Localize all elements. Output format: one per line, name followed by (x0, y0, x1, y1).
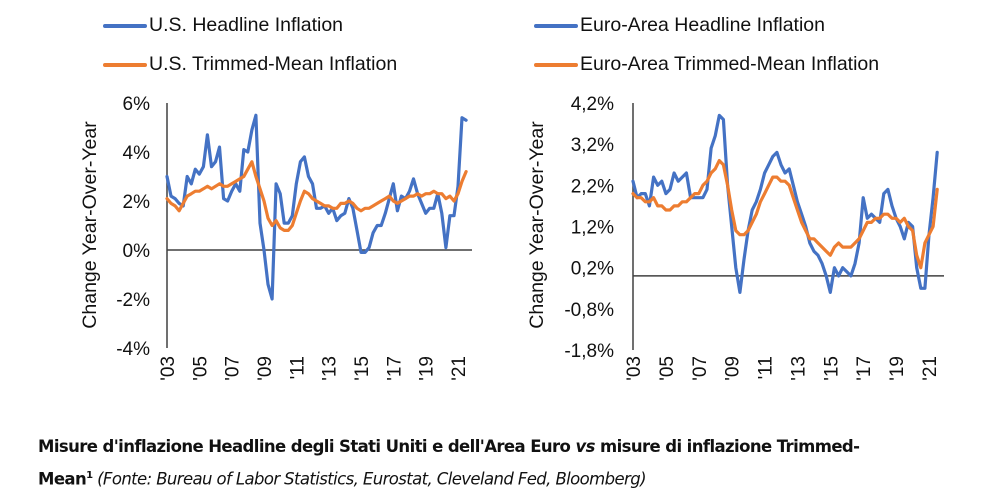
y-axis-title: Change Year-Over-Year (79, 121, 101, 329)
footnote-marker: 1 (86, 470, 93, 481)
legend-label: U.S. Headline Inflation (149, 14, 344, 36)
y-tick-label: 4,2% (571, 94, 614, 115)
x-tick-label: '15 (821, 356, 842, 381)
x-tick-label: '11 (756, 356, 777, 379)
x-tick-label: '05 (190, 356, 211, 381)
x-tick-label: '15 (352, 356, 373, 381)
euro-legend: Euro-Area Headline Inflation Euro-Area T… (534, 6, 879, 84)
x-tick-label: '21 (449, 356, 470, 381)
x-tick-label: '09 (723, 356, 744, 381)
legend-label: Euro-Area Headline Inflation (580, 14, 825, 36)
x-tick-label: '17 (854, 356, 875, 381)
y-tick-label: 6% (123, 94, 151, 115)
caption-vs: vs (575, 437, 595, 456)
y-tick-label: 2% (123, 192, 151, 213)
euro-chart: -1,8% -0,8% 0,2% 1,2% 2,2% 3,2% 4,2% '03 '05 '07 '… (526, 94, 944, 381)
x-tick-label: '03 (624, 356, 645, 381)
legend-item-euro-trimmed: Euro-Area Trimmed-Mean Inflation (534, 45, 879, 84)
caption-source: (Fonte: Bureau of Labor Statistics, Euro… (92, 469, 646, 489)
y-tick-label: -1,8% (564, 341, 614, 362)
us-legend: U.S. Headline Inflation U.S. Trimmed-Mea… (103, 6, 397, 84)
x-tick-label: '17 (384, 356, 405, 381)
y-tick-label: 0,2% (571, 259, 614, 280)
x-tick-label: '09 (255, 356, 276, 381)
x-tick-label: '19 (417, 356, 438, 381)
caption-title-end: Mean (38, 469, 87, 489)
y-tick-label: -0,8% (564, 300, 614, 321)
y-tick-label: 3,2% (571, 135, 614, 156)
caption-title: Misure d'inflazione Headline degli Stati… (38, 437, 576, 456)
y-tick-label: 0% (123, 241, 151, 262)
x-tick-label: '07 (223, 356, 244, 381)
x-tick-label: '19 (887, 356, 908, 381)
u-s-trimmed-mean-inflation-line (165, 160, 468, 232)
y-tick-label: -4% (116, 339, 150, 360)
x-tick-label: '13 (788, 356, 809, 381)
x-tick-label: '11 (287, 356, 308, 379)
y-tick-label: -2% (116, 290, 150, 311)
inflation-charts: -4% -2% 0% 2% 4% 6% '03 '05 '07 '09 '11 '13 '15 '17 '1… (79, 94, 944, 381)
caption-title-cont: misure di inflazione Trimmed- (594, 437, 860, 456)
x-tick-label: '13 (320, 356, 341, 381)
legend-label: U.S. Trimmed-Mean Inflation (149, 53, 398, 75)
legend-item-euro-headline: Euro-Area Headline Inflation (534, 6, 879, 45)
y-tick-label: 1,2% (571, 218, 614, 239)
x-tick-label: '21 (920, 356, 941, 381)
us-chart: -4% -2% 0% 2% 4% 6% '03 '05 '07 '09 '11 '13 '15 '17 '1… (79, 94, 472, 381)
legend-swatch-trimmed (534, 62, 578, 67)
legend-label: Euro-Area Trimmed-Mean Inflation (580, 53, 880, 75)
euro-area-headline-inflation-line (631, 113, 939, 294)
legend-item-us-trimmed: U.S. Trimmed-Mean Inflation (103, 45, 397, 84)
legend-swatch-headline (103, 23, 147, 28)
y-tick-label: 4% (123, 143, 151, 164)
y-tick-label: 2,2% (571, 176, 614, 197)
figure-caption: Misure d'inflazione Headline degli Stati… (38, 432, 978, 494)
x-tick-label: '05 (657, 356, 678, 381)
u-s-headline-inflation-line (165, 113, 468, 301)
x-tick-label: '03 (158, 356, 179, 381)
y-axis-title: Change Year-Over-Year (526, 121, 548, 329)
legend-item-us-headline: U.S. Headline Inflation (103, 6, 397, 45)
x-tick-label: '07 (690, 356, 711, 381)
euro-area-trimmed-mean-inflation-line (631, 159, 939, 270)
legend-swatch-trimmed (103, 62, 147, 67)
legend-swatch-headline (534, 23, 578, 28)
